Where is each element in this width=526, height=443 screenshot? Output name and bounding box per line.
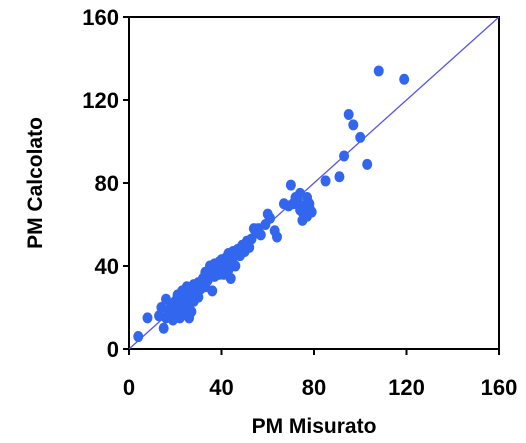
data-point bbox=[133, 331, 144, 343]
y-tick-label: 120 bbox=[82, 88, 119, 113]
data-point bbox=[225, 272, 236, 284]
y-tick-label: 160 bbox=[82, 5, 119, 30]
data-point bbox=[399, 73, 410, 85]
data-point bbox=[272, 231, 282, 243]
y-axis-ticks: 0 40 80 120 160 bbox=[82, 5, 129, 362]
y-tick-label: 40 bbox=[95, 254, 119, 279]
data-point bbox=[334, 171, 345, 183]
x-tick-label: 0 bbox=[123, 375, 135, 400]
x-tick-label: 120 bbox=[388, 375, 425, 400]
x-axis-ticks: 0 40 80 120 160 bbox=[123, 349, 517, 400]
data-point bbox=[373, 65, 384, 77]
data-point bbox=[244, 241, 255, 253]
y-axis-label: PM Calcolato bbox=[24, 117, 47, 249]
x-tick-label: 40 bbox=[209, 375, 233, 400]
data-point bbox=[158, 322, 169, 334]
y-tick-label: 80 bbox=[95, 171, 119, 196]
x-tick-label: 80 bbox=[302, 375, 326, 400]
data-point bbox=[142, 312, 153, 324]
data-point bbox=[285, 179, 296, 191]
data-point bbox=[193, 291, 204, 303]
data-point bbox=[230, 260, 241, 272]
data-point bbox=[348, 119, 359, 131]
data-point bbox=[355, 131, 366, 143]
data-point bbox=[306, 206, 317, 218]
data-point bbox=[207, 285, 218, 297]
data-point bbox=[255, 229, 266, 241]
data-point bbox=[339, 150, 350, 162]
x-tick-label: 160 bbox=[481, 375, 518, 400]
x-axis-label: PM Misurato bbox=[252, 415, 377, 438]
data-points bbox=[133, 65, 410, 343]
data-point bbox=[362, 158, 373, 170]
data-point bbox=[161, 293, 171, 305]
data-point bbox=[343, 109, 354, 121]
data-point bbox=[265, 212, 276, 224]
data-point bbox=[320, 175, 331, 187]
data-point bbox=[186, 306, 197, 318]
y-tick-label: 0 bbox=[107, 337, 119, 362]
